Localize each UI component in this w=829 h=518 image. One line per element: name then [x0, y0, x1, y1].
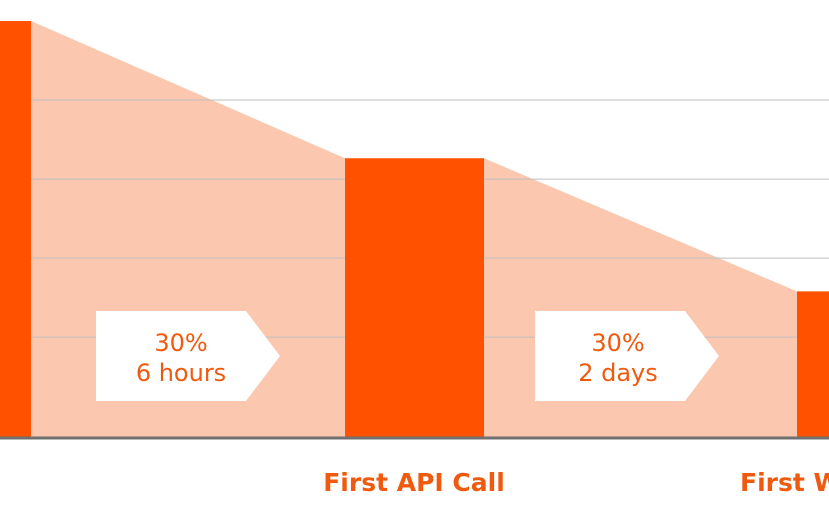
category-label-first-api-call: First API Call: [323, 468, 505, 497]
callout-1: 30% 6 hours: [96, 311, 280, 401]
category-label-first-w: First W: [740, 468, 829, 497]
callout-1-percent: 30%: [154, 329, 207, 357]
bars: [0, 21, 829, 437]
callout-2: 30% 2 days: [535, 311, 719, 401]
callout-2-percent: 30%: [591, 329, 644, 357]
bar-p: [0, 21, 31, 437]
callout-1-arrow-box: [96, 311, 280, 401]
bar-first-w: [797, 291, 829, 437]
bar-first-api-call: [345, 158, 484, 437]
category-labels: p First API Call First W: [323, 468, 829, 497]
conversion-callouts: 30% 6 hours 30% 2 days: [96, 311, 719, 401]
callout-2-arrow-box: [535, 311, 719, 401]
callout-2-time: 2 days: [578, 359, 658, 387]
callout-1-time: 6 hours: [136, 359, 226, 387]
